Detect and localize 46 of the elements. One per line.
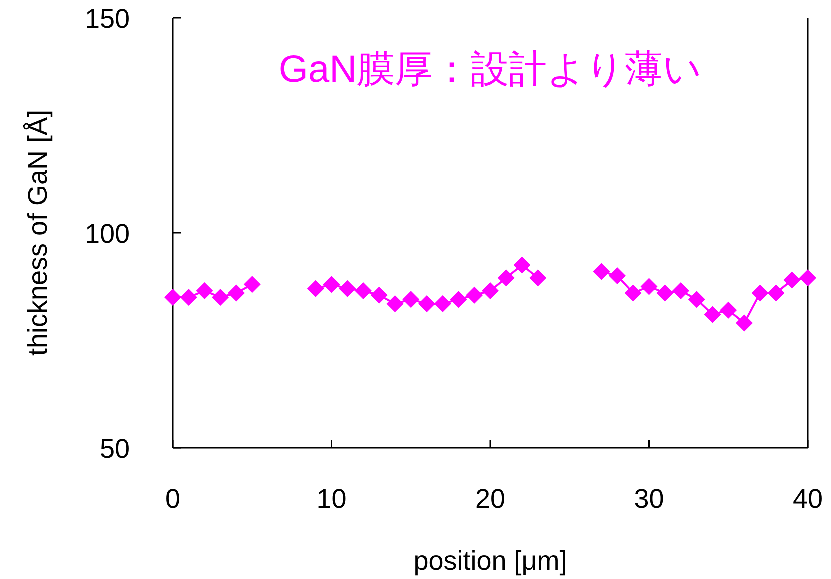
point [752, 284, 769, 302]
point [212, 289, 230, 306]
point [196, 282, 214, 300]
x-tick-label: 30 [634, 484, 664, 514]
point [688, 291, 706, 308]
y-tick-label: 150 [84, 4, 130, 34]
x-tick-label: 10 [316, 484, 347, 514]
point [434, 295, 452, 312]
x-tick-label: 20 [475, 484, 506, 514]
point [386, 295, 404, 312]
point [244, 276, 261, 294]
point [323, 276, 340, 294]
point [164, 289, 182, 306]
point [530, 270, 547, 287]
point [784, 272, 801, 289]
point [466, 286, 484, 304]
point [640, 278, 658, 296]
y-axis-title: thickness of GaN [Å] [23, 110, 53, 356]
point [498, 270, 515, 287]
point [593, 263, 610, 280]
point [656, 284, 674, 302]
x-tick-label: 40 [792, 484, 824, 514]
point [704, 306, 722, 324]
x-axis-title: position [μm] [414, 546, 568, 576]
point [514, 256, 531, 274]
point [339, 280, 356, 298]
x-tick-label: 0 [165, 484, 181, 514]
point [402, 291, 420, 308]
point [672, 282, 690, 300]
point [370, 286, 388, 304]
point [450, 291, 468, 308]
point [736, 314, 753, 332]
text: GaN膜厚：設計より薄い [278, 49, 702, 91]
y-tick-label: 100 [84, 219, 130, 249]
point [180, 289, 198, 306]
point [355, 282, 372, 300]
y-tick-label: 50 [100, 434, 130, 464]
point [228, 284, 245, 302]
point [768, 284, 785, 302]
point [609, 268, 626, 284]
point [482, 282, 499, 300]
point [307, 280, 324, 298]
point [800, 270, 816, 287]
point [418, 295, 436, 312]
point [624, 284, 642, 302]
point [720, 302, 738, 319]
